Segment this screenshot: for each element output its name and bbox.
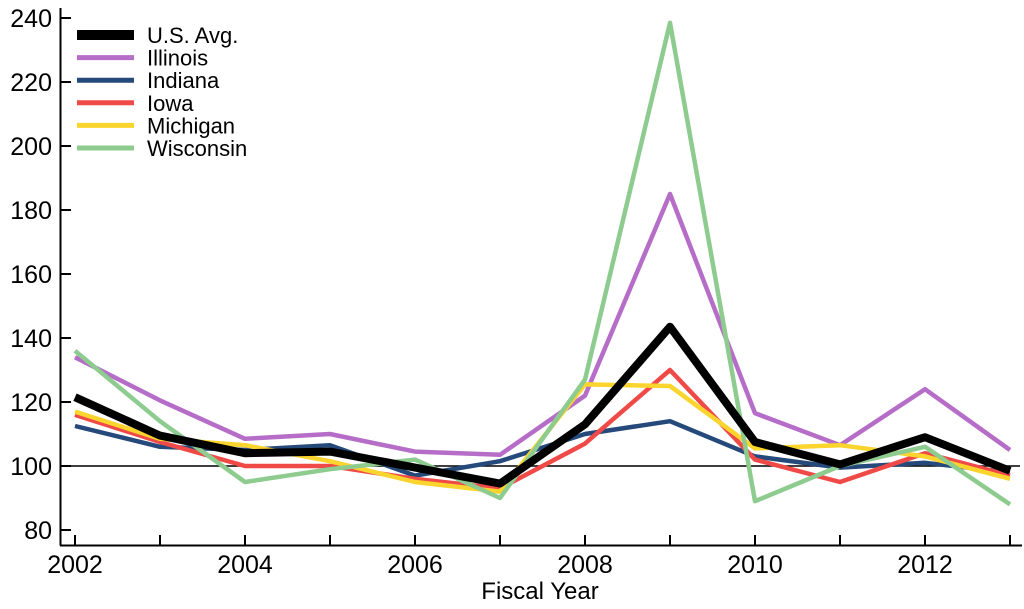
legend-label-u-s-avg: U.S. Avg. [147,23,238,48]
y-tick-label: 180 [10,197,52,225]
series-lines [73,20,1012,507]
series-line-u-s-avg [73,322,1012,488]
legend: U.S. Avg.IllinoisIndianaIowaMichiganWisc… [77,23,247,161]
series-line-iowa [74,367,1011,491]
y-tick-label: 100 [10,453,52,481]
legend-label-wisconsin: Wisconsin [147,136,247,161]
legend-label-illinois: Illinois [147,46,208,71]
x-axis-title: Fiscal Year [481,578,598,605]
y-tick-label: 240 [10,5,52,33]
y-tick-label: 80 [24,517,52,545]
y-tick-label: 220 [10,69,52,97]
legend-label-indiana: Indiana [147,68,220,93]
x-tick-label: 2002 [47,551,103,579]
series-line-illinois [73,191,1012,458]
y-tick-label: 160 [10,261,52,289]
x-tick-label: 2008 [557,551,613,579]
y-tick-label: 140 [10,325,52,353]
legend-label-iowa: Iowa [147,91,194,116]
x-tick-label: 2006 [387,551,443,579]
y-tick-label: 200 [10,133,52,161]
x-tick-label: 2004 [217,551,273,579]
x-tick-label: 2010 [727,551,783,579]
series-line-wisconsin [73,20,1012,507]
y-tick-label: 120 [10,389,52,417]
legend-label-michigan: Michigan [147,113,235,138]
axes: 80 100 120 140 160 180 200 220 240 2002 2004 2006 20… [10,5,1022,579]
x-tick-label: 2012 [897,551,953,579]
